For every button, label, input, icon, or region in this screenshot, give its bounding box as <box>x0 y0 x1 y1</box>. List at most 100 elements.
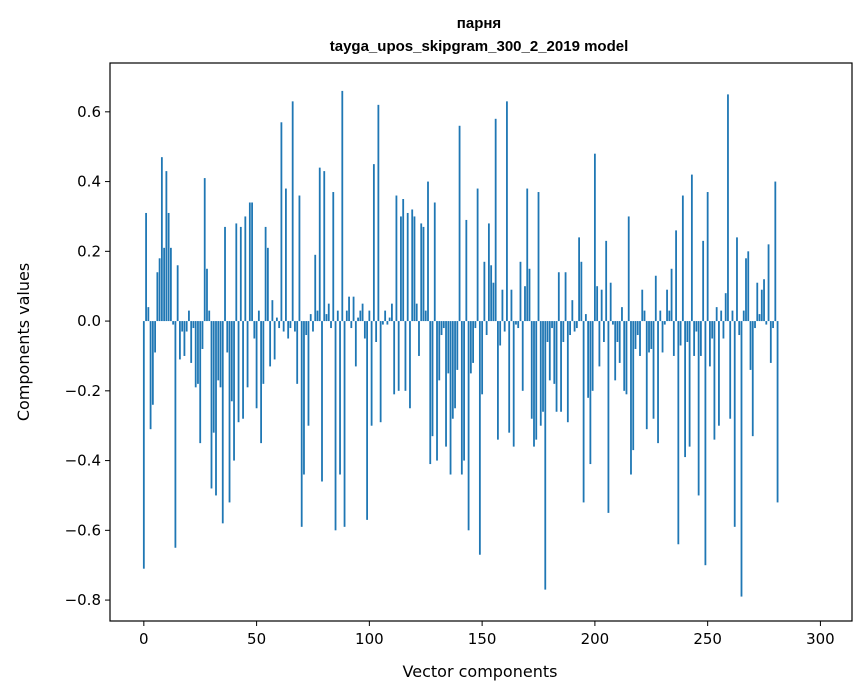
bar-232 <box>666 289 668 322</box>
bar-12 <box>169 247 172 322</box>
bar-83 <box>330 321 332 329</box>
bar-96 <box>359 310 362 322</box>
bar-91 <box>348 296 350 322</box>
bar-77 <box>316 310 319 322</box>
bar-89 <box>343 321 346 527</box>
bar-278 <box>769 321 772 363</box>
bar-198 <box>589 321 592 465</box>
bar-276 <box>765 321 768 325</box>
bar-250 <box>706 192 709 322</box>
bar-205 <box>605 240 608 322</box>
bar-104 <box>377 104 380 322</box>
bar-177 <box>542 321 544 412</box>
bar-189 <box>569 321 571 336</box>
bar-160 <box>503 321 506 332</box>
bar-174 <box>535 321 538 440</box>
bar-24 <box>197 321 199 384</box>
y-tick-label: 0.4 <box>77 173 101 191</box>
bar-259 <box>727 94 729 322</box>
bar-72 <box>305 321 308 336</box>
bar-256 <box>720 310 723 322</box>
bar-141 <box>460 321 463 475</box>
bar-58 <box>273 321 276 360</box>
bar-170 <box>526 188 529 322</box>
bar-27 <box>203 178 206 322</box>
bar-87 <box>339 321 341 475</box>
bar-3 <box>149 321 152 430</box>
bar-242 <box>688 321 691 447</box>
bar-150 <box>481 321 484 395</box>
bar-277 <box>767 244 770 322</box>
bar-197 <box>587 321 590 398</box>
bar-269 <box>749 321 752 370</box>
bar-45 <box>244 216 247 322</box>
bar-241 <box>686 321 689 342</box>
bar-185 <box>560 321 562 412</box>
bar-19 <box>185 321 188 332</box>
bar-109 <box>388 317 391 322</box>
bar-69 <box>298 195 301 322</box>
bar-70 <box>300 321 303 527</box>
bar-249 <box>704 321 707 566</box>
bar-80 <box>323 171 326 322</box>
bar-37 <box>226 321 229 353</box>
bar-201 <box>596 286 599 322</box>
bar-193 <box>578 237 580 322</box>
bar-21 <box>190 321 193 363</box>
bar-2 <box>147 307 150 322</box>
bar-20 <box>188 310 190 322</box>
bar-17 <box>181 321 184 332</box>
bar-178 <box>544 321 547 590</box>
y-tick-label: 0.2 <box>77 242 101 260</box>
bar-55 <box>266 247 269 322</box>
bar-272 <box>756 282 759 322</box>
bar-162 <box>508 321 511 433</box>
bar-51 <box>257 310 260 322</box>
x-tick-label: 0 <box>139 630 149 648</box>
bar-105 <box>379 321 382 423</box>
bar-186 <box>562 321 565 342</box>
bar-23 <box>194 321 197 388</box>
bar-267 <box>745 258 747 322</box>
bar-112 <box>395 195 398 322</box>
bar-118 <box>409 321 411 409</box>
bar-95 <box>357 317 359 322</box>
bar-106 <box>381 321 384 325</box>
bar-270 <box>751 321 754 437</box>
bar-207 <box>609 282 612 322</box>
y-tick-label: −0.6 <box>65 521 101 539</box>
bar-15 <box>176 265 179 322</box>
bar-153 <box>487 223 490 322</box>
bar-166 <box>517 321 520 329</box>
bar-16 <box>179 321 181 360</box>
bar-139 <box>456 321 459 370</box>
bar-275 <box>763 279 765 322</box>
bar-273 <box>758 314 761 322</box>
bar-172 <box>530 321 533 419</box>
bar-30 <box>210 321 213 489</box>
bar-180 <box>548 321 551 381</box>
bar-38 <box>228 321 231 503</box>
bar-183 <box>555 321 558 412</box>
y-tick-label: −0.4 <box>65 452 101 470</box>
bar-22 <box>192 321 195 329</box>
bar-136 <box>449 321 452 475</box>
bar-230 <box>661 321 664 353</box>
bar-157 <box>497 321 499 440</box>
bar-8 <box>160 157 163 322</box>
x-tick-label: 200 <box>581 630 610 648</box>
x-tick-label: 250 <box>693 630 722 648</box>
bar-274 <box>760 289 763 322</box>
bar-173 <box>533 321 535 447</box>
x-axis-label: Vector components <box>403 662 558 681</box>
bar-257 <box>722 321 725 339</box>
bar-158 <box>499 321 502 346</box>
x-tick-label: 100 <box>355 630 384 648</box>
bar-219 <box>636 321 639 336</box>
bar-156 <box>494 118 497 322</box>
bar-159 <box>501 289 504 322</box>
bar-200 <box>593 153 596 322</box>
bar-263 <box>736 237 738 322</box>
bar-9 <box>163 247 166 322</box>
